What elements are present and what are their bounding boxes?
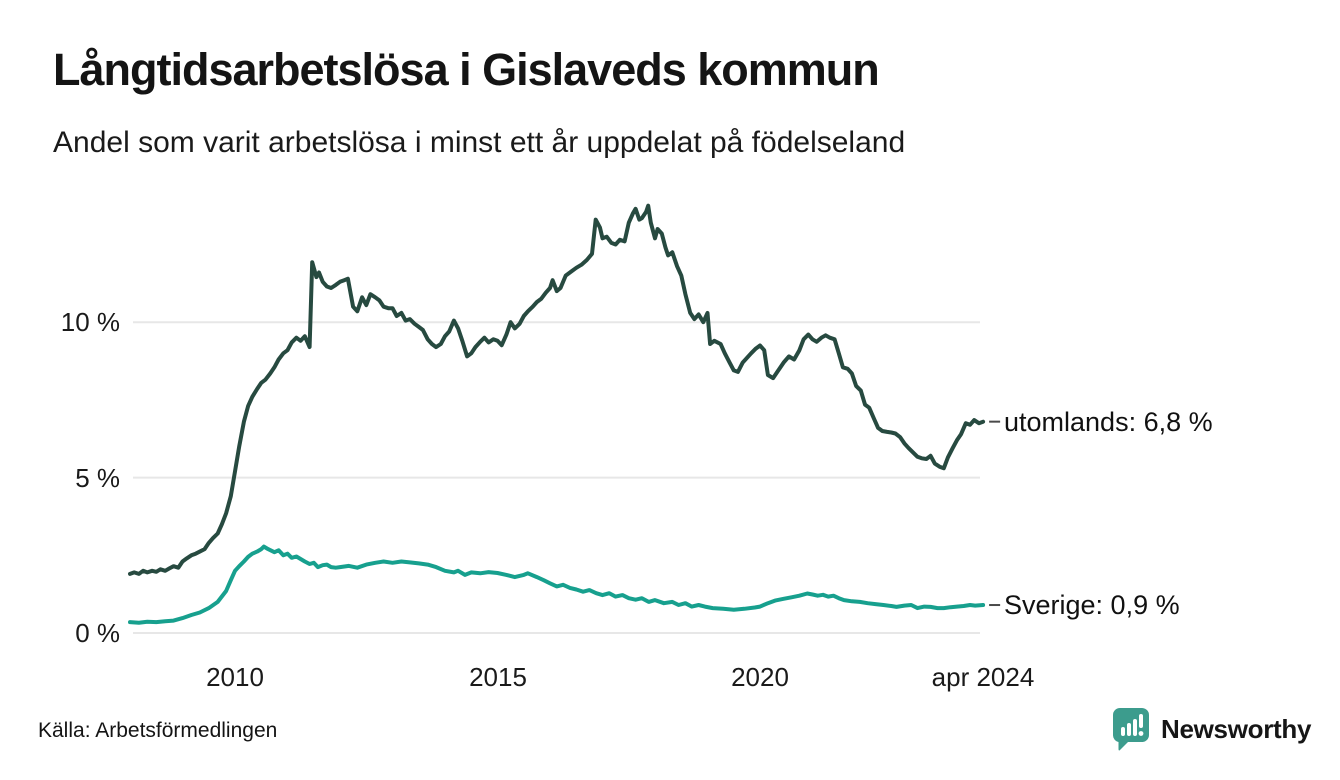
- x-axis-tick-label: apr 2024: [931, 662, 1035, 692]
- brand-name: Newsworthy: [1161, 713, 1312, 744]
- newsworthy-logo: Newsworthy: [1113, 706, 1311, 752]
- series-line-sverige: [128, 544, 986, 625]
- series-label-utomlands: utomlands: 6,8 %: [1004, 406, 1213, 437]
- bar-chart-bubble-icon: [1113, 708, 1149, 751]
- x-axis-tick-label: 2015: [469, 662, 527, 692]
- page-subtitle: Andel som varit arbetslösa i minst ett å…: [53, 126, 906, 159]
- page-title: Långtidsarbetslösa i Gislaveds kommun: [53, 44, 880, 95]
- y-axis-tick-label: 10 %: [60, 307, 120, 337]
- x-axis-tick-label: 2010: [206, 662, 264, 692]
- series-label-sverige: Sverige: 0,9 %: [1004, 590, 1180, 621]
- y-axis-tick-label: 5 %: [75, 463, 120, 493]
- series-line-utomlands: [128, 203, 986, 576]
- x-axis-tick-label: 2020: [731, 662, 789, 692]
- source-note: Källa: Arbetsförmedlingen: [38, 719, 278, 742]
- y-axis-tick-label: 0 %: [75, 618, 120, 648]
